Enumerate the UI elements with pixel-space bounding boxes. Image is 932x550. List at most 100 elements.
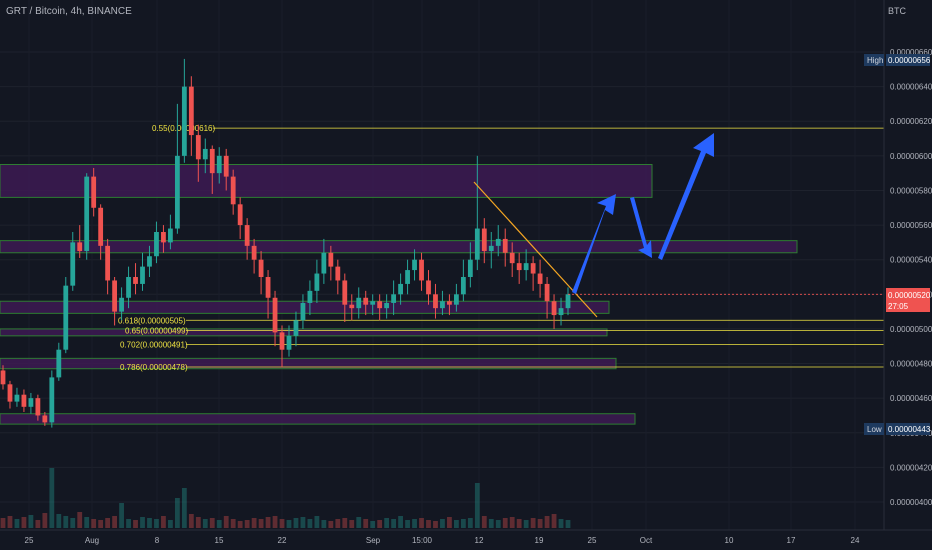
volume-bar [377,520,383,528]
candle-body [258,259,264,277]
volume-bar [370,521,376,528]
candle-body [405,270,410,284]
x-tick-label: 10 [725,536,734,545]
candle-body [321,252,327,274]
volume-bar [265,517,271,528]
candle-body [168,228,173,243]
candle-body [551,301,557,316]
x-tick-label: Oct [640,536,653,545]
svg-text:Low: Low [867,425,882,434]
volume-bar [119,503,124,528]
volume-bar [474,483,480,528]
volume-bar [495,520,501,528]
volume-bar [516,519,522,528]
volume-bar [112,516,118,528]
candle-body [209,148,215,174]
y-tick-label: 0.00000460 [890,394,932,403]
x-tick-label: 15:00 [412,536,433,545]
y-tick-label: 0.00000600 [890,152,932,161]
volume-bar [335,519,341,528]
candle-body [237,204,243,226]
zone-box[interactable] [0,164,653,198]
zone-box[interactable] [0,328,608,337]
projection-arrow-2[interactable] [630,197,652,258]
projection-arrow-3[interactable] [658,133,714,260]
candle-body [440,301,445,309]
candle-body [356,297,362,309]
candle-body [49,377,55,423]
y-tick-label: 0.00000640 [890,83,932,92]
x-tick-label: 24 [851,536,860,545]
y-tick-label: 0.00000560 [890,221,932,230]
volume-bar [70,518,76,528]
y-tick-label: 0.00000420 [890,463,932,472]
candle-body [63,285,69,350]
last-price-marker: 0.00000520 27:05 [886,288,931,312]
volume-bar [398,516,403,528]
volume-bar [307,519,313,528]
volume-bar [42,513,48,528]
candle-body [335,266,341,281]
x-tick-label: Aug [85,536,99,545]
candle-body [558,308,564,316]
y-tick-label: 0.00000540 [890,256,932,265]
volume-bar [384,518,390,528]
zone-box[interactable] [0,240,798,254]
candle-body [188,86,194,136]
volume-bar [147,518,152,528]
candle-body [265,277,271,298]
y-tick-label: 0.00000580 [890,186,932,195]
candle-body [453,294,459,305]
x-tick-label: 12 [475,536,484,545]
volume-bar [14,519,20,528]
svg-text:High: High [867,56,883,65]
x-tick-label: 25 [25,536,34,545]
volume-bar [488,519,494,528]
candle-body [223,155,229,177]
candle-body [140,266,145,284]
volume-bar [502,518,508,528]
low-value: 0.00000443 [888,425,931,434]
time-axis[interactable]: 25 Aug 8 15 22 Sep 15:00 12 19 25 Oct 10 17 24 [0,529,932,545]
candle-body [161,232,166,243]
volume-bar [530,518,536,528]
candle-body [342,280,348,305]
candle-body [119,297,124,312]
candle-body [112,280,118,312]
candle-body [391,294,397,303]
zone-box[interactable] [0,413,636,425]
candle-body [307,290,313,303]
volume-bar [481,516,487,528]
volume-bar [405,520,410,528]
last-price-value: 0.00000520 [888,291,931,300]
trendline[interactable] [473,181,598,318]
low-marker: Low 0.00000443 [864,423,931,435]
volume-bar [126,519,131,528]
volume-bar [168,520,173,528]
volume-bar [181,488,187,528]
volume-bar [28,515,34,528]
volume-bar [49,468,55,528]
candle-body [14,394,20,402]
x-tick-label: 8 [155,536,160,545]
zone-box[interactable] [0,357,617,370]
fib-label: 0.786(0.00000478) [120,363,188,372]
high-value: 0.00000656 [888,56,931,65]
volume-bar [551,514,557,528]
projection-arrow-1[interactable] [572,194,616,294]
x-tick-label: 22 [278,536,287,545]
volume-bar [202,519,208,528]
volume-bar [537,519,543,528]
candle-body [230,176,236,205]
volume-bar [154,519,159,528]
volume-bar [223,516,229,528]
volume-bar [558,519,564,528]
candle-body [314,273,320,291]
high-marker: High 0.00000656 [864,54,931,66]
volume-bar [440,519,445,528]
volume-bar [105,518,111,528]
candle-body [293,320,299,336]
volume-bar [7,516,13,528]
volume-bar [356,517,362,528]
